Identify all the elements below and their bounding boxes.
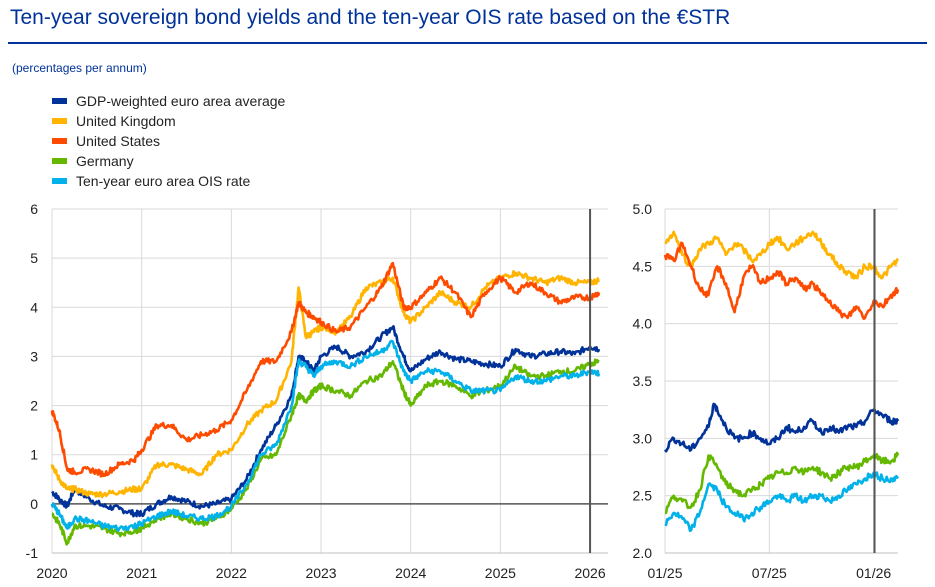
x-tick-label: 07/25: [752, 565, 787, 581]
legend-swatch: [52, 178, 67, 184]
x-tick-label: 2020: [36, 565, 67, 581]
x-tick-label: 2022: [216, 565, 247, 581]
series-line: [51, 358, 600, 546]
series-line: [664, 471, 900, 533]
legend-item: Germany: [52, 151, 285, 171]
legend-swatch: [52, 158, 67, 164]
y-tick-label: 6: [30, 201, 38, 217]
y-tick-label: 2: [30, 398, 38, 414]
chart-title: Ten-year sovereign bond yields and the t…: [10, 6, 731, 29]
series-line: [50, 269, 600, 499]
legend-item: United States: [52, 131, 285, 151]
legend-item: Ten-year euro area OIS rate: [52, 171, 285, 191]
legend-item: United Kingdom: [52, 111, 285, 131]
series-line: [51, 325, 601, 518]
x-tick-label: 2025: [485, 565, 516, 581]
series-line: [50, 261, 601, 478]
legend-label: United Kingdom: [76, 113, 176, 129]
legend-item: GDP-weighted euro area average: [52, 91, 285, 111]
series-line: [663, 402, 900, 453]
y-tick-label: 2.5: [633, 488, 653, 504]
legend-swatch: [52, 118, 67, 124]
legend: GDP-weighted euro area average United Ki…: [52, 91, 285, 191]
x-tick-label: 2021: [126, 565, 157, 581]
x-tick-label: 2026: [574, 565, 605, 581]
y-tick-label: 4.5: [633, 258, 653, 274]
series-line: [663, 241, 900, 321]
x-tick-label: 01/26: [856, 565, 891, 581]
y-tick-label: 3.5: [633, 373, 653, 389]
y-tick-label: 3.0: [633, 430, 653, 446]
x-tick-label: 2023: [305, 565, 336, 581]
series-line: [664, 230, 900, 280]
y-tick-label: 4: [30, 299, 38, 315]
legend-label: Germany: [76, 153, 134, 169]
legend-swatch: [52, 138, 67, 144]
y-tick-label: 5.0: [633, 201, 653, 217]
chart-subtitle: (percentages per annum): [12, 61, 147, 75]
y-tick-label: 0: [30, 496, 38, 512]
legend-label: United States: [76, 133, 161, 149]
x-tick-label: 01/25: [647, 565, 682, 581]
title-rule: [8, 42, 927, 44]
legend-label: GDP-weighted euro area average: [76, 93, 286, 109]
y-tick-label: 3: [30, 348, 38, 364]
x-tick-label: 2024: [395, 565, 426, 581]
series-line: [664, 451, 900, 515]
y-tick-label: 1: [30, 447, 38, 463]
y-tick-label: 2.0: [633, 545, 653, 561]
legend-label: Ten-year euro area OIS rate: [76, 173, 251, 189]
y-tick-label: 4.0: [633, 316, 653, 332]
y-tick-label: -1: [26, 545, 39, 561]
y-tick-label: 5: [30, 250, 38, 266]
legend-swatch: [52, 98, 67, 104]
series-line: [50, 339, 601, 533]
